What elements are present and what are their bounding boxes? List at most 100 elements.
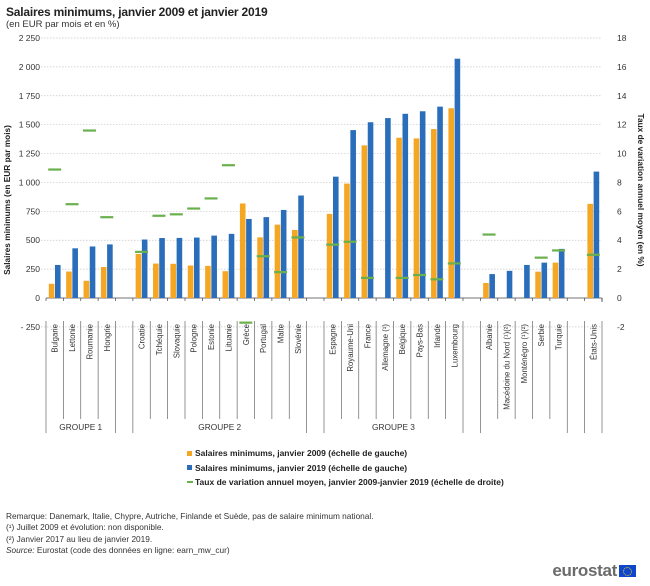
bar-2019 (332, 176, 339, 298)
bar-2019 (454, 58, 461, 298)
growth-marker (100, 216, 114, 219)
bar-2019 (141, 239, 148, 298)
y2-tick-label: 2 (617, 264, 622, 274)
bar-2019 (280, 209, 287, 298)
y-tick-label: 2 250 (19, 33, 41, 43)
category-label: Irlande (433, 324, 442, 348)
category-label: Monténégro (¹)(²) (520, 324, 529, 384)
bar-2009 (170, 263, 177, 298)
bar-2019 (263, 217, 270, 298)
category-label: Slovaquie (172, 324, 181, 358)
y-tick-label: 2 000 (19, 62, 41, 72)
bar-2009 (483, 282, 489, 298)
category-label: Roumanie (85, 324, 94, 360)
bar-2009 (396, 137, 402, 298)
category-label: Macédoine du Nord (¹)(²) (502, 324, 511, 410)
category-label: Albanie (485, 324, 494, 350)
growth-marker (48, 168, 62, 171)
bar-2009 (587, 203, 594, 298)
bar-2019 (385, 118, 391, 298)
y2-tick-label: 14 (617, 91, 627, 101)
bar-2009 (448, 108, 455, 298)
y2-tick-label: 0 (617, 293, 622, 303)
growth-marker (552, 249, 566, 252)
y2-tick-label: 16 (617, 62, 627, 72)
bar-2019 (558, 248, 565, 298)
growth-marker (187, 207, 201, 210)
y2-axis-title: Taux de variation annuel moyen (en %) (636, 114, 646, 267)
category-label: Grèce (242, 324, 251, 345)
bar-2009 (187, 265, 194, 298)
y-tick-label: 1 750 (19, 91, 41, 101)
legend-label-2009: Salaires minimums, janvier 2009 (échelle… (195, 448, 408, 459)
y2-tick-label: 8 (617, 177, 622, 187)
chart: - 250 0 250 500 750 1 000 1 250 1 500 1 750 2 000… (2, 33, 646, 433)
category-label: Croatie (138, 324, 147, 349)
group-label: GROUPE 2 (198, 422, 241, 432)
footnotes: Remarque: Danemark, Italie, Chypre, Autr… (6, 511, 374, 556)
bar-2009 (326, 213, 333, 298)
growth-marker (395, 276, 409, 279)
category-label: Belgique (398, 324, 407, 354)
growth-marker (152, 214, 166, 217)
category-label: Espagne (329, 324, 338, 355)
y-tick-label: - 250 (21, 322, 41, 332)
y-tick-label: 500 (26, 235, 40, 245)
bar-2009 (66, 271, 72, 298)
y2-tick-label: -2 (617, 322, 625, 332)
y-tick-label: 0 (35, 293, 40, 303)
bar-2009 (100, 267, 107, 298)
category-label: Malte (277, 324, 286, 343)
y-tick-label: 1 000 (19, 177, 41, 187)
growth-marker (274, 271, 288, 274)
category-label: États-Unis (589, 324, 598, 360)
legend-swatch-2009 (187, 450, 192, 456)
legend-label-growth: Taux de variation annuel moyen, janvier … (195, 477, 504, 488)
growth-marker (360, 276, 374, 279)
bar-2019 (54, 264, 61, 298)
category-label: Luxembourg (450, 324, 459, 367)
category-label: Hongrie (103, 324, 112, 351)
source-label: Source: (6, 544, 35, 555)
bar-2009 (135, 253, 142, 298)
y2-tick-label: 6 (617, 206, 622, 216)
legend-swatch-2019 (187, 465, 192, 471)
bar-2009 (274, 224, 281, 298)
category-label: Lituanie (224, 324, 233, 351)
bar-2009 (361, 145, 368, 298)
growth-marker (65, 203, 79, 206)
category-label: Pologne (190, 324, 199, 353)
growth-marker (169, 213, 183, 216)
bar-2019 (541, 262, 548, 298)
eurostat-logo: eurostat (552, 561, 636, 581)
legend-item-2019: Salaires minimums, janvier 2019 (échelle… (187, 461, 504, 476)
bar-2009 (83, 280, 90, 298)
bar-2019 (211, 235, 217, 298)
growth-marker (82, 129, 96, 132)
growth-marker (221, 164, 235, 167)
growth-marker (239, 321, 253, 324)
bar-2009 (153, 263, 159, 298)
bar-2019 (419, 111, 426, 298)
legend-swatch-growth (187, 481, 193, 484)
source-note: Source: Eurostat (code des données en li… (6, 545, 374, 556)
bar-2019 (228, 233, 235, 298)
growth-marker (534, 256, 548, 259)
group-label: GROUPE 1 (59, 422, 102, 432)
category-label: Allemagne (¹) (381, 324, 390, 371)
bar-2009 (535, 271, 541, 298)
bar-2019 (89, 246, 96, 298)
remark-note: Remarque: Danemark, Italie, Chypre, Autr… (6, 511, 374, 521)
bar-2019 (367, 122, 374, 299)
bar-2019 (524, 264, 530, 298)
category-label: Serbie (537, 324, 546, 347)
y2-tick-label: 18 (617, 33, 627, 43)
growth-marker (326, 243, 340, 246)
y2-tick-label: 10 (617, 149, 627, 159)
y-tick-label: 250 (26, 264, 40, 274)
bar-2019 (593, 171, 600, 298)
category-label: Slovénie (294, 324, 303, 354)
y2-tick-label: 4 (617, 235, 622, 245)
category-label: Pays-Bas (416, 324, 425, 357)
bar-2009 (413, 138, 420, 298)
